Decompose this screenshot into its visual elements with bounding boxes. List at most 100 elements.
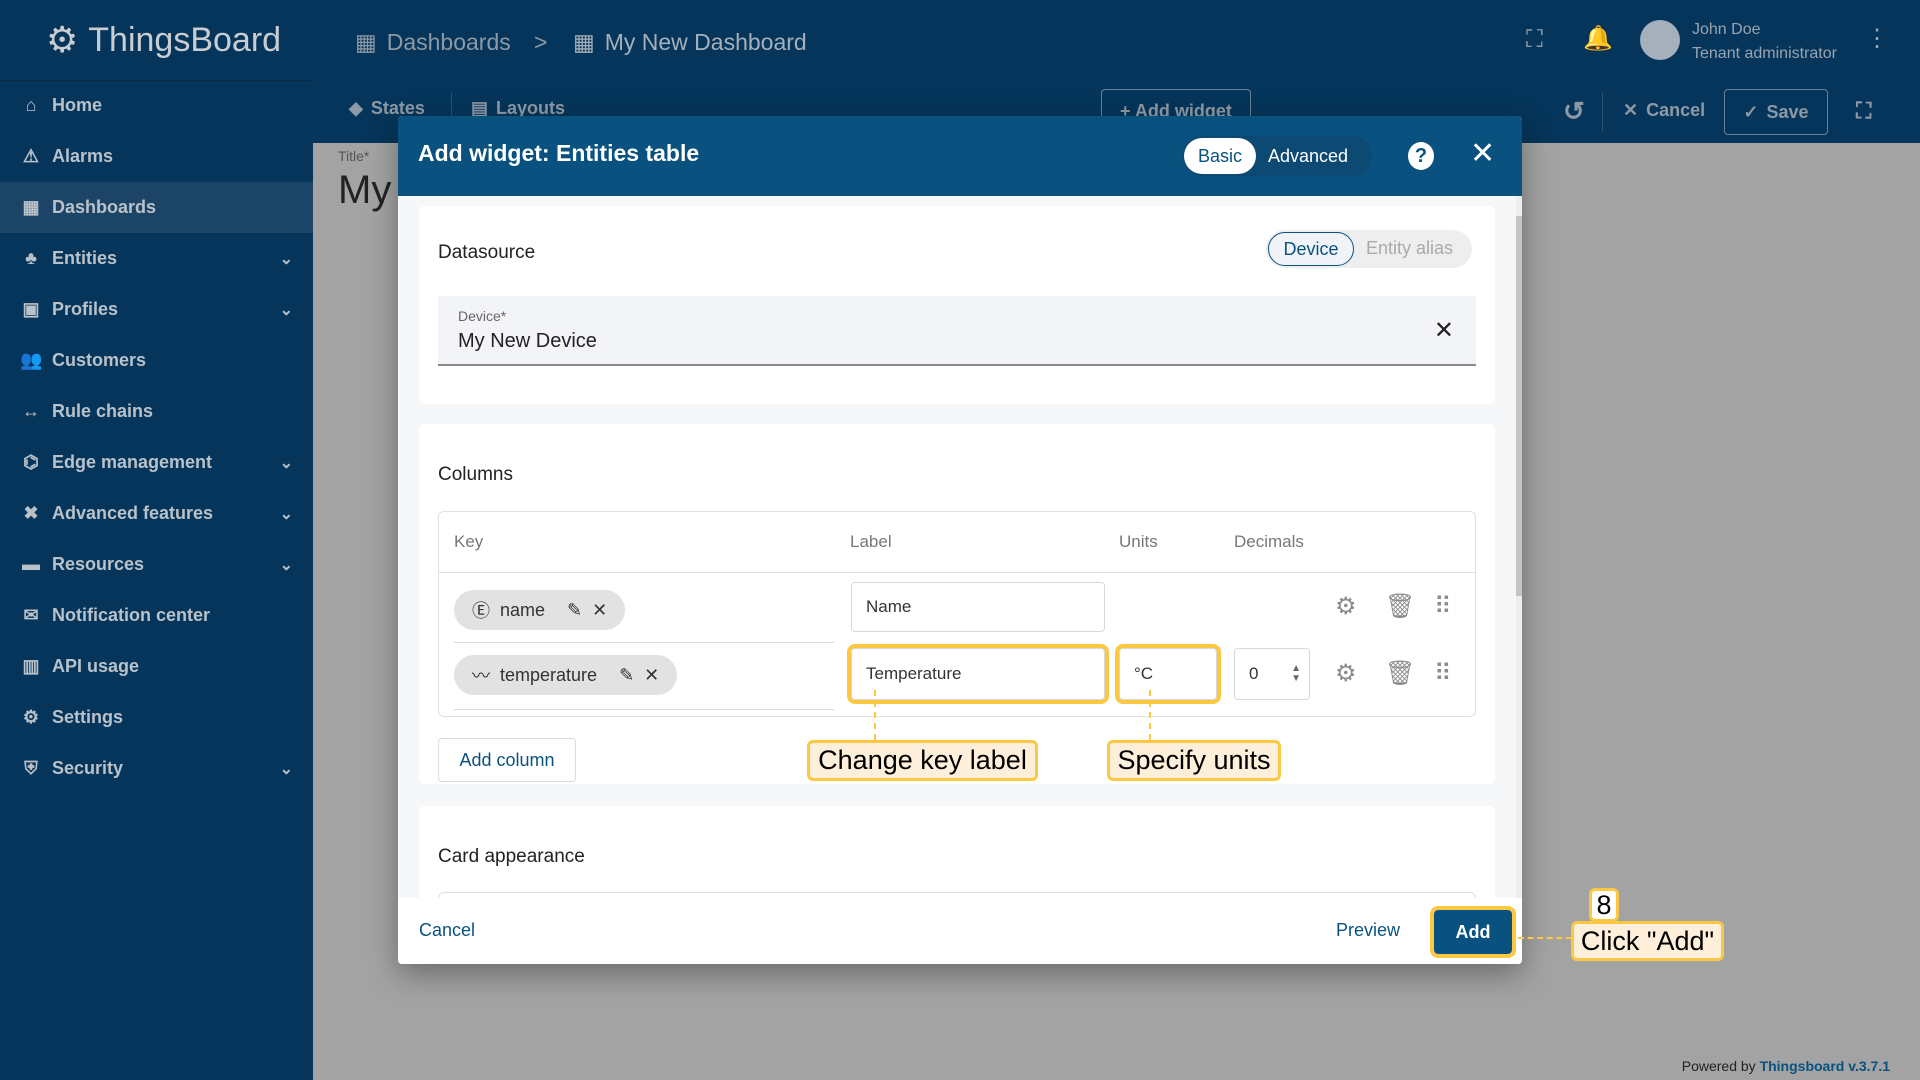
- cancel-edit-button[interactable]: ✕ Cancel: [1623, 100, 1706, 120]
- sidebar-item-label: Advanced features: [52, 503, 214, 523]
- states-button[interactable]: ◆ States: [349, 98, 425, 118]
- card-appearance-title: Card appearance: [438, 846, 585, 867]
- datasource-title: Datasource: [438, 242, 536, 263]
- sidebar-item-dashboards[interactable]: ▦ Dashboards: [0, 182, 313, 233]
- gear-icon[interactable]: ⚙: [1335, 593, 1357, 620]
- clear-icon[interactable]: ✕: [1433, 317, 1454, 344]
- avatar[interactable]: [1640, 20, 1680, 60]
- notification-icon: ✉: [23, 605, 39, 625]
- sidebar-item-label: Customers: [52, 350, 147, 370]
- help-icon[interactable]: ?: [1408, 142, 1434, 170]
- mode-basic[interactable]: Basic: [1184, 138, 1256, 174]
- sidebar-item-home[interactable]: ⌂ Home: [0, 80, 313, 131]
- gear-icon[interactable]: ⚙: [1335, 660, 1357, 687]
- datasource-card: Datasource Device Entity alias Device* M…: [419, 206, 1495, 404]
- sidebar-item-api-usage[interactable]: ▥ API usage: [0, 641, 313, 692]
- add-button[interactable]: Add: [1430, 906, 1516, 958]
- sidebar-item-alarms[interactable]: ⚠ Alarms: [0, 131, 313, 182]
- shield-icon: ⛨: [24, 758, 38, 778]
- sidebar-item-edge-management[interactable]: ⌬ Edge management ⌄: [0, 437, 313, 488]
- chevron-down-icon[interactable]: ⌄: [279, 556, 293, 574]
- title-label: Title*: [338, 148, 370, 164]
- chevron-down-icon[interactable]: ⌄: [279, 505, 293, 523]
- dialog-footer: Cancel Preview Add: [398, 898, 1522, 964]
- dashboard-icon: ▦: [355, 28, 377, 55]
- sidebar-item-advanced-features[interactable]: ✖ Advanced features ⌄: [0, 488, 313, 539]
- chevron-down-icon[interactable]: ⌄: [279, 454, 293, 472]
- chevron-down-icon[interactable]: ⌄: [279, 250, 293, 268]
- more-vert-icon[interactable]: ⋮: [1865, 25, 1889, 52]
- sidebar-item-security[interactable]: ⛨ Security ⌄: [0, 743, 313, 794]
- chevron-down-icon[interactable]: ⌄: [279, 760, 293, 778]
- history-icon[interactable]: ↺: [1563, 96, 1585, 126]
- label-input[interactable]: Temperature: [847, 644, 1109, 704]
- type-entity-alias[interactable]: Entity alias: [1366, 238, 1454, 258]
- close-icon[interactable]: ✕: [1470, 137, 1496, 170]
- type-device[interactable]: Device: [1268, 232, 1354, 266]
- breadcrumb-separator: >: [534, 28, 548, 55]
- fullscreen-icon[interactable]: ⛶: [1526, 26, 1543, 53]
- mode-toggle: Basic Advanced: [1182, 136, 1372, 176]
- sidebar-item-settings[interactable]: ⚙ Settings: [0, 692, 313, 743]
- sidebar-item-label: Edge management: [52, 452, 213, 472]
- edit-icon[interactable]: ✎: [619, 664, 635, 685]
- sidebar: ⚙ ThingsBoard ⌂ Home ⚠ Alarms ▦ Dashboards ♣ En…: [0, 0, 313, 1080]
- scrollbar[interactable]: [1516, 196, 1522, 964]
- spinner-icon[interactable]: ▲ ▼: [1291, 663, 1301, 684]
- sidebar-item-label: Home: [52, 95, 103, 115]
- callout-click-add: Click "Add": [1571, 921, 1724, 961]
- powered-by: Powered by Thingsboard v.3.7.1: [1681, 1058, 1890, 1074]
- bell-icon[interactable]: 🔔: [1583, 25, 1613, 52]
- add-column-button[interactable]: Add column: [438, 738, 576, 782]
- thingsboard-logo-icon: ⚙: [46, 19, 79, 60]
- check-icon: ✓: [1743, 101, 1759, 122]
- layers-icon: ◆: [349, 98, 363, 118]
- sidebar-item-label: Profiles: [52, 299, 119, 319]
- sidebar-item-profiles[interactable]: ▣ Profiles ⌄: [0, 284, 313, 335]
- callout-connector: [1518, 937, 1572, 939]
- mode-advanced[interactable]: Advanced: [1268, 145, 1349, 166]
- close-icon: ✕: [1623, 100, 1639, 120]
- device-field-value: My New Device: [458, 330, 597, 352]
- breadcrumb-dashboards[interactable]: ▦ Dashboards: [355, 28, 511, 55]
- edit-icon[interactable]: ✎: [567, 599, 583, 620]
- key-chip[interactable]: 〰 temperature ✎ ✕: [454, 655, 678, 695]
- drag-handle-icon[interactable]: ⠿: [1434, 593, 1452, 620]
- units-input[interactable]: °C: [1115, 644, 1221, 704]
- label-input[interactable]: Name: [851, 582, 1105, 632]
- sidebar-item-resources[interactable]: ▬ Resources ⌄: [0, 539, 313, 590]
- sidebar-item-rule-chains[interactable]: ↔ Rule chains: [0, 386, 313, 437]
- fullscreen-icon[interactable]: ⛶: [1856, 98, 1872, 123]
- header-key: Key: [454, 532, 484, 551]
- sidebar-item-customers[interactable]: 👥 Customers: [0, 335, 313, 386]
- cancel-button[interactable]: Cancel: [419, 920, 476, 940]
- sidebar-item-entities[interactable]: ♣ Entities ⌄: [0, 233, 313, 284]
- drag-handle-icon[interactable]: ⠿: [1434, 660, 1452, 687]
- folder-icon: ▬: [22, 554, 40, 574]
- gear-icon: ⚙: [22, 707, 40, 727]
- remove-icon[interactable]: ✕: [592, 599, 608, 620]
- divider: [1602, 92, 1603, 132]
- user-info[interactable]: John Doe Tenant administrator: [1692, 21, 1837, 62]
- dialog-title: Add widget: Entities table: [418, 140, 700, 166]
- callout-connector: [874, 690, 876, 740]
- timeseries-icon: 〰: [472, 666, 490, 686]
- preview-button[interactable]: Preview: [1336, 920, 1401, 940]
- version-link[interactable]: Thingsboard v.3.7.1: [1759, 1058, 1890, 1074]
- decimals-stepper[interactable]: 0 ▲ ▼: [1234, 648, 1310, 700]
- logo[interactable]: ⚙ ThingsBoard: [46, 19, 282, 60]
- header-units: Units: [1119, 532, 1158, 551]
- warning-icon: ⚠: [22, 146, 40, 166]
- remove-icon[interactable]: ✕: [644, 664, 660, 685]
- trash-icon[interactable]: 🗑: [1385, 660, 1416, 687]
- device-field[interactable]: Device* My New Device ✕: [438, 296, 1476, 366]
- layouts-button[interactable]: ▤ Layouts: [471, 98, 566, 118]
- device-field-label: Device*: [458, 308, 507, 324]
- chevron-down-icon[interactable]: ⌄: [279, 301, 293, 319]
- sidebar-item-notification-center[interactable]: ✉ Notification center: [0, 590, 313, 641]
- trash-icon[interactable]: 🗑: [1385, 593, 1416, 620]
- customers-icon: 👥: [20, 350, 43, 370]
- save-button[interactable]: ✓ Save: [1724, 89, 1828, 135]
